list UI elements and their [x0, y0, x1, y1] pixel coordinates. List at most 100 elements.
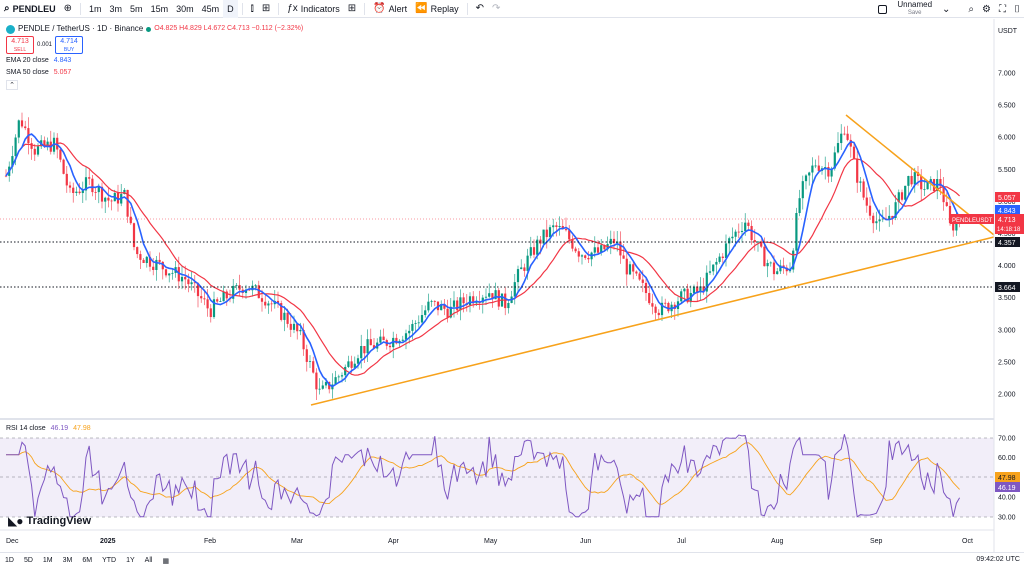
candle-body — [913, 172, 916, 185]
range-all[interactable]: All — [144, 557, 153, 564]
candle-body — [158, 259, 161, 262]
time-axis-label: Mar — [291, 538, 304, 545]
candle-body — [472, 296, 475, 304]
candle-body — [116, 192, 120, 204]
gear-icon: ⚙ — [982, 3, 991, 15]
compare-button[interactable]: ⊕ — [60, 0, 76, 18]
candle-body — [59, 149, 62, 160]
layout-checkbox[interactable] — [874, 0, 891, 18]
settings-button[interactable]: ⚙ — [978, 0, 995, 18]
price-chart[interactable]: USDT 7.000 6.500 6.000 5.500 5.000 4.500 4.000… — [0, 19, 1024, 552]
range-1y[interactable]: 1Y — [126, 557, 135, 564]
tradingview-logo[interactable]: ◣● TradingView — [8, 514, 91, 528]
alert-button[interactable]: ⏰ Alert — [369, 0, 411, 18]
candle-body — [209, 308, 212, 318]
candle-body — [299, 329, 302, 332]
candle-body — [315, 372, 318, 390]
layout-menu[interactable]: Unnamed Save — [891, 1, 938, 17]
ema-legend[interactable]: EMA 20 close 4.843 — [6, 56, 303, 66]
replay-label: Replay — [430, 3, 459, 14]
candle-body — [420, 315, 424, 323]
tf-d[interactable]: D — [223, 0, 238, 18]
date-range-button[interactable]: ▦ — [157, 557, 174, 565]
candle-body — [72, 187, 75, 193]
redo-icon: ↷ — [492, 3, 501, 14]
ascending-trendline[interactable] — [310, 236, 995, 406]
candle-body — [340, 375, 344, 377]
rsi-legend[interactable]: RSI 14 close 46.19 47.98 — [6, 425, 91, 432]
candle-body — [635, 271, 638, 274]
range-ytd[interactable]: YTD — [102, 557, 117, 564]
indicators-label: Indicators — [300, 3, 340, 14]
tf-45m[interactable]: 45m — [201, 3, 220, 14]
buy-button[interactable]: 4.714 BUY — [55, 36, 84, 54]
tradingview-wordmark: TradingView — [26, 515, 92, 527]
candle-body — [830, 168, 833, 177]
level-3664-label: 3.664 — [995, 282, 1020, 292]
range-1d[interactable]: 1D — [5, 557, 14, 564]
candle-body — [296, 323, 299, 332]
candle-body — [507, 302, 510, 309]
candle-body — [744, 222, 747, 231]
candle-type-button[interactable]: ⫾ — [247, 0, 258, 18]
candle-body — [388, 345, 392, 348]
range-6m[interactable]: 6M — [82, 557, 93, 564]
candle-body — [587, 257, 590, 260]
candle-body — [955, 221, 958, 231]
candle-body — [555, 225, 558, 227]
tf-1m[interactable]: 1m — [89, 3, 102, 14]
collapse-legend-button[interactable]: ⌃ — [6, 80, 18, 90]
symbol-logo-icon — [6, 24, 15, 34]
candle-body — [200, 296, 203, 299]
axis-currency: USDT — [998, 28, 1018, 35]
range-1m[interactable]: 1M — [42, 557, 53, 564]
candle-body — [859, 181, 862, 183]
candle-body — [292, 323, 296, 330]
range-5d[interactable]: 5D — [23, 557, 33, 564]
templates-button[interactable]: ⊞ — [344, 0, 360, 18]
candle-body — [395, 337, 398, 344]
snapshot-button[interactable]: ⌷ — [1010, 0, 1024, 18]
candle-body — [30, 143, 33, 149]
candle-body — [353, 363, 356, 368]
candle-body — [712, 264, 715, 272]
candle-body — [891, 215, 894, 218]
candle-body — [248, 289, 251, 291]
candle-body — [344, 366, 347, 376]
tf-30m[interactable]: 30m — [176, 3, 194, 14]
tf-15m[interactable]: 15m — [150, 3, 169, 14]
candle-body — [798, 198, 801, 214]
undo-button[interactable]: ↶ — [472, 0, 488, 18]
candle-body — [772, 262, 776, 275]
replay-button[interactable]: ⏪ Replay — [411, 0, 462, 18]
candle-body — [97, 186, 100, 193]
candle-body — [843, 133, 846, 135]
fullscreen-button[interactable]: ⛶ — [995, 0, 1010, 18]
candle-body — [625, 258, 628, 275]
candle-body — [900, 192, 904, 200]
tf-3m[interactable]: 3m — [109, 3, 123, 14]
candle-body — [763, 246, 766, 267]
sma-price-label: 5.057 — [995, 192, 1020, 202]
sell-button[interactable]: 4.713 SELL — [6, 36, 34, 54]
indicators-button[interactable]: ƒx Indicators — [283, 0, 344, 18]
ema-price-label: 4.843 — [995, 205, 1020, 215]
candle-body — [318, 388, 321, 390]
sma-legend[interactable]: SMA 50 close 5.057 — [6, 68, 303, 78]
symbol-search[interactable]: ⌕ PENDLEU — [0, 0, 60, 18]
range-3m[interactable]: 3M — [62, 557, 73, 564]
tf-5m[interactable]: 5m — [130, 3, 143, 14]
redo-button[interactable]: ↷ — [488, 0, 504, 18]
candle-body — [324, 381, 328, 386]
price-tick-label: 3.000 — [998, 327, 1016, 334]
calendar-icon: ▦ — [162, 557, 170, 565]
level-4357-label: 4.357 — [995, 237, 1020, 247]
utc-clock[interactable]: 09:42:02 UTC — [976, 556, 1020, 563]
bar-style-button[interactable]: ⊞ — [258, 0, 274, 18]
quick-search-button[interactable]: ⌕ — [964, 0, 978, 18]
grid-icon: ⊞ — [347, 3, 357, 14]
candle-body — [88, 177, 91, 179]
candle-body — [660, 302, 664, 316]
layout-dropdown[interactable]: ⌄ — [938, 0, 954, 18]
candle-body — [923, 189, 926, 191]
